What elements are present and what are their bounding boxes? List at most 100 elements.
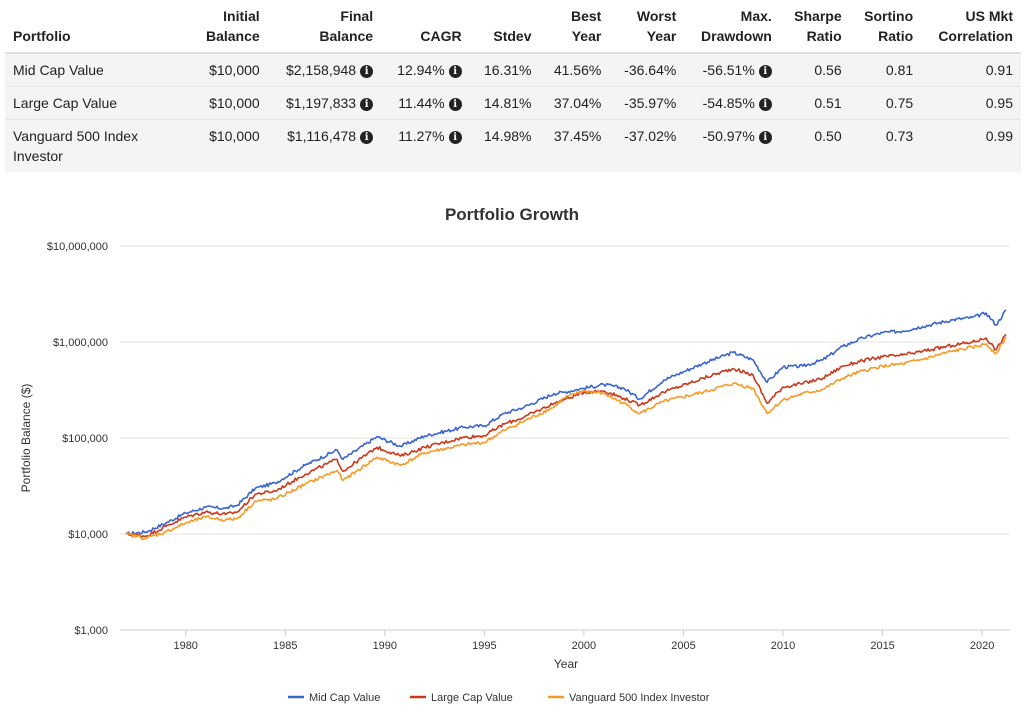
table-cell-portfolio: Mid Cap Value xyxy=(5,52,191,87)
series-line-mid-cap-value xyxy=(125,309,1007,536)
column-header-line: Best xyxy=(570,8,602,24)
table-cell-sharpe: 0.50 xyxy=(779,119,850,172)
column-header: Worst Year xyxy=(609,0,685,54)
info-icon[interactable]: i xyxy=(758,131,772,144)
table-cell-stdev: 16.31% xyxy=(469,52,540,87)
table-cell-drawdown: -56.51% i xyxy=(684,52,780,87)
cell-value: -36.64% xyxy=(624,62,677,78)
x-tick-label: 2020 xyxy=(970,640,994,652)
x-tick-label: 1990 xyxy=(373,640,397,652)
table-cell-worst: -35.97% xyxy=(609,86,685,120)
cell-value: -35.97% xyxy=(624,95,677,111)
info-icon[interactable]: i xyxy=(448,65,462,78)
legend-item[interactable]: Mid Cap Value xyxy=(288,692,380,704)
table-cell-cagr: 11.27% i xyxy=(381,119,470,172)
table-cell-sharpe: 0.51 xyxy=(779,86,850,120)
series-line-large-cap-value xyxy=(125,333,1007,538)
table-cell-initial: $10,000 xyxy=(191,119,268,172)
table-cell-corr: 0.91 xyxy=(921,52,1021,87)
info-icon[interactable]: i xyxy=(758,98,772,111)
column-header: Stdev xyxy=(469,0,540,54)
y-tick-label: $1,000,000 xyxy=(53,337,108,349)
cell-value: -54.85% xyxy=(702,95,755,111)
y-axis-title: Portfolio Balance ($) xyxy=(19,384,33,493)
table-cell-cagr: 11.44% i xyxy=(381,86,470,120)
cell-value: $10,000 xyxy=(209,128,260,144)
column-header-line: Stdev xyxy=(493,28,532,44)
portfolio-growth-chart: Portfolio Growth $1,000$10,000$100,000$1… xyxy=(19,205,1010,704)
info-icon[interactable]: i xyxy=(448,98,462,111)
column-header-line: Correlation xyxy=(938,28,1013,44)
cell-value: 11.44% xyxy=(398,95,445,111)
cell-value: 0.81 xyxy=(885,62,914,78)
cell-value: 12.94% xyxy=(397,62,445,78)
cell-value: $1,197,833 xyxy=(286,95,357,111)
table-cell-portfolio: Large Cap Value xyxy=(5,86,191,120)
column-header-line: Portfolio xyxy=(13,28,71,44)
x-tick-label: 1985 xyxy=(273,640,297,652)
column-header: US Mkt Correlation xyxy=(921,0,1021,54)
column-header-line: Final xyxy=(340,8,374,24)
column-header-line: Max. xyxy=(740,8,772,24)
column-header-line: Sharpe xyxy=(794,8,842,24)
chart-title: Portfolio Growth xyxy=(445,205,579,224)
column-header-line: Ratio xyxy=(878,28,914,44)
y-tick-label: $1,000 xyxy=(74,625,108,637)
cell-value: 37.45% xyxy=(553,128,602,144)
table-cell-final: $2,158,948 i xyxy=(267,52,382,87)
column-header: Initial Balance xyxy=(191,0,268,54)
info-icon[interactable]: i xyxy=(360,65,374,78)
table-cell-worst: -36.64% xyxy=(609,52,685,87)
table-cell-final: $1,116,478 i xyxy=(267,119,382,172)
cell-value: Vanguard 500 Index Investor xyxy=(13,128,139,164)
legend-item[interactable]: Vanguard 500 Index Investor xyxy=(548,692,710,704)
info-icon[interactable]: i xyxy=(360,131,374,144)
info-icon[interactable]: i xyxy=(448,131,462,144)
column-header-line: CAGR xyxy=(420,28,462,44)
table-cell-final: $1,197,833 i xyxy=(267,86,382,120)
column-header: CAGR xyxy=(381,0,470,54)
series-line-vanguard-500-index-investor xyxy=(125,336,1007,541)
column-header-line: Balance xyxy=(319,28,374,44)
column-header: Portfolio xyxy=(5,0,191,54)
table-cell-sortino: 0.75 xyxy=(849,86,922,120)
column-header-line: Year xyxy=(646,28,677,44)
table-cell-stdev: 14.98% xyxy=(469,119,540,172)
table-cell-sharpe: 0.56 xyxy=(779,52,850,87)
column-header-line: Sortino xyxy=(864,8,914,24)
column-header: Sortino Ratio xyxy=(849,0,922,54)
cell-value: 0.75 xyxy=(885,95,914,111)
y-axis-ticks: $1,000 $10,000 $100,000 $1,000,000 $10,000,0… xyxy=(47,241,108,637)
cell-value: 11.27% xyxy=(398,128,445,144)
cell-value: 0.56 xyxy=(814,62,842,78)
cell-value: 0.99 xyxy=(985,128,1013,144)
column-header-line: Year xyxy=(571,28,602,44)
x-tick-label: 2010 xyxy=(771,640,795,652)
cell-value: 41.56% xyxy=(553,62,602,78)
table-cell-corr: 0.99 xyxy=(921,119,1021,172)
cell-value: 0.50 xyxy=(814,128,842,144)
info-icon[interactable]: i xyxy=(360,98,374,111)
legend-item[interactable]: Large Cap Value xyxy=(410,692,513,704)
cell-value: $10,000 xyxy=(209,62,260,78)
info-icon[interactable]: i xyxy=(758,65,772,78)
table-cell-cagr: 12.94% i xyxy=(381,52,470,87)
column-header-line: Ratio xyxy=(806,28,842,44)
x-tick-label: 2015 xyxy=(870,640,894,652)
legend-label: Mid Cap Value xyxy=(309,692,380,704)
table-cell-stdev: 14.81% xyxy=(469,86,540,120)
x-tick-label: 1980 xyxy=(173,640,197,652)
cell-value: -50.97% xyxy=(702,128,755,144)
table-cell-corr: 0.95 xyxy=(921,86,1021,120)
column-header: Best Year xyxy=(539,0,610,54)
chart-legend: Mid Cap Value Large Cap Value Vanguard 500… xyxy=(288,692,710,704)
table-row: Vanguard 500 Index Investor $10,000 $1,116… xyxy=(5,119,1021,172)
cell-value: 0.95 xyxy=(985,95,1013,111)
legend-label: Large Cap Value xyxy=(431,692,513,704)
y-tick-label: $100,000 xyxy=(62,433,108,445)
table-row: Large Cap Value $10,000 $1,197,833 i 11.44% i… xyxy=(5,86,1021,120)
chart-gridlines xyxy=(120,245,1010,631)
cell-value: -56.51% xyxy=(702,62,755,78)
cell-value: 0.73 xyxy=(885,128,914,144)
table-cell-drawdown: -50.97% i xyxy=(684,119,780,172)
